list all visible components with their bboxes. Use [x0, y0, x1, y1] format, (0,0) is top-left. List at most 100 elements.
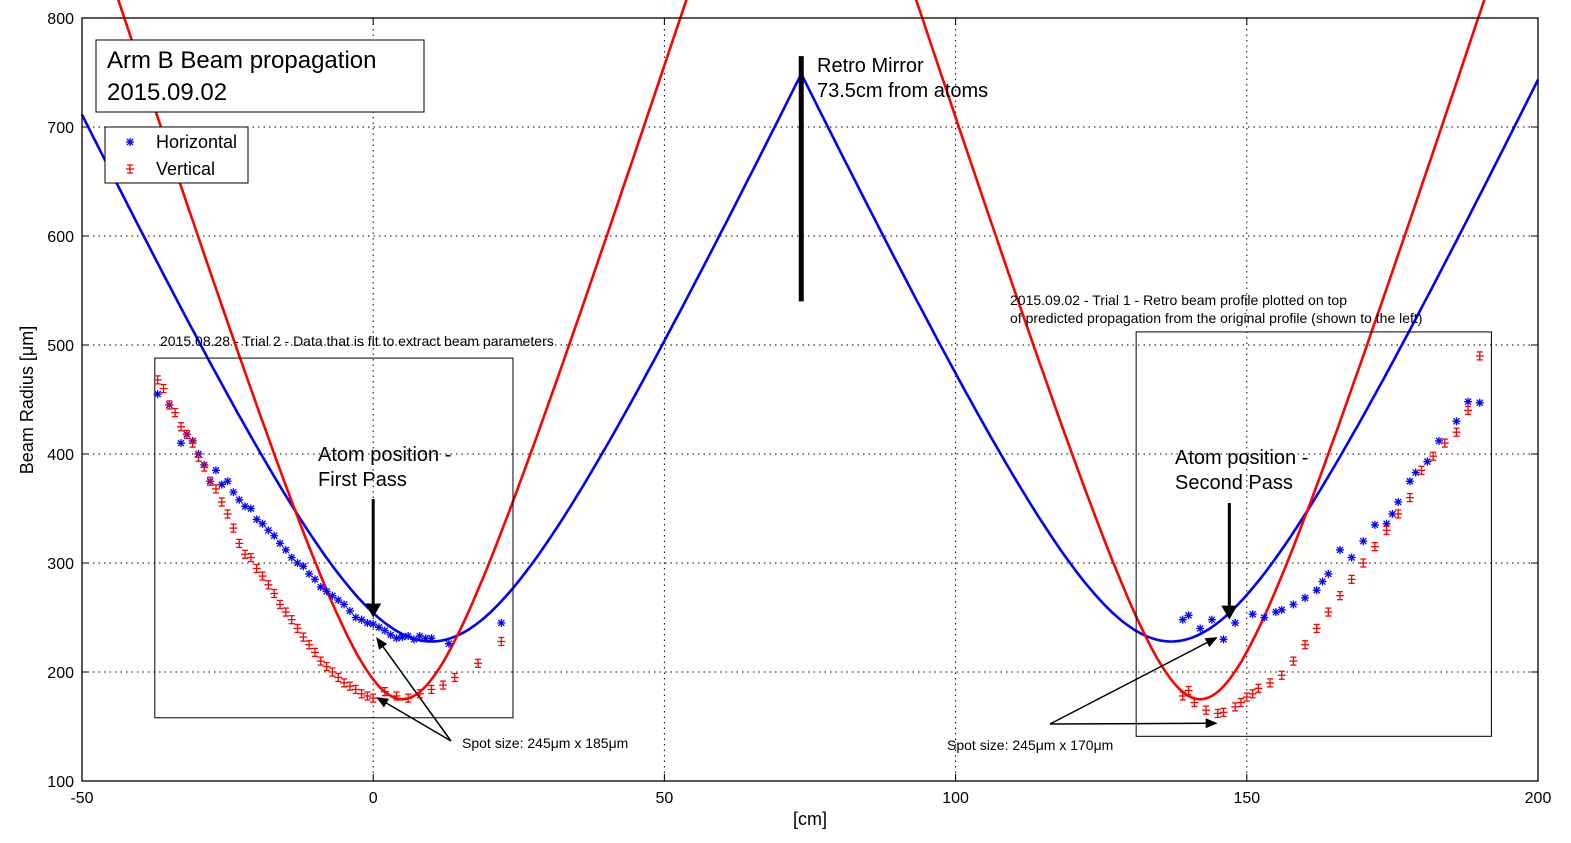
data-point-horizontal — [340, 600, 349, 609]
data-point-vertical — [1178, 691, 1187, 701]
legend-horizontal-marker — [126, 138, 134, 146]
mirror-label-line-1: Retro Mirror — [817, 55, 924, 77]
atom-first-label-line-1: Atom position - — [318, 444, 451, 466]
x-tick-label: 100 — [942, 790, 969, 807]
atom-second-label-line-2: Second Pass — [1175, 472, 1293, 494]
data-point-horizontal — [1359, 537, 1368, 546]
x-tick-label: 0 — [369, 790, 378, 807]
data-point-horizontal — [444, 639, 453, 648]
data-point-vertical — [1289, 656, 1298, 666]
data-point-horizontal — [375, 623, 384, 632]
data-point-vertical — [439, 680, 448, 690]
data-point-vertical — [1277, 670, 1286, 680]
data-point-vertical — [357, 689, 366, 699]
data-point-horizontal — [316, 582, 325, 591]
data-point-vertical — [310, 647, 319, 658]
data-point-vertical — [194, 452, 203, 462]
data-point-horizontal — [258, 519, 267, 528]
trial1-note-line-2: of predicted propagation from the origin… — [1010, 310, 1422, 326]
data-point-horizontal — [1475, 398, 1484, 407]
data-point-horizontal — [1318, 577, 1327, 586]
data-point-vertical — [1429, 451, 1438, 461]
data-point-vertical — [474, 658, 483, 668]
data-point-horizontal — [287, 553, 296, 562]
data-point-horizontal — [293, 559, 302, 567]
data-point-vertical — [177, 422, 186, 432]
data-point-horizontal — [217, 480, 226, 489]
data-point-vertical — [497, 636, 506, 647]
data-point-vertical — [200, 462, 209, 472]
data-point-horizontal — [1248, 610, 1257, 619]
data-point-horizontal — [305, 569, 314, 578]
model-curve-horizontal — [80, 70, 1540, 643]
data-point-vertical — [1359, 558, 1368, 568]
y-tick-label: 200 — [47, 665, 74, 682]
data-point-horizontal — [398, 633, 407, 642]
legend-horizontal-label: Horizontal — [156, 132, 237, 152]
data-point-vertical — [1248, 689, 1257, 699]
data-point-horizontal — [380, 626, 389, 635]
atom-first-pass-arrow — [365, 499, 382, 618]
y-tick-label: 100 — [47, 774, 74, 791]
x-tick-label: 150 — [1233, 790, 1260, 807]
legend: Horizontal Vertical — [104, 126, 249, 184]
data-point-vertical — [258, 571, 267, 581]
data-point-vertical — [1382, 525, 1391, 535]
data-point-vertical — [392, 691, 401, 701]
data-point-vertical — [1464, 405, 1473, 416]
x-tick-label: 200 — [1525, 790, 1552, 807]
data-point-horizontal — [1260, 613, 1269, 622]
y-tick-label: 600 — [47, 229, 74, 246]
data-point-vertical — [1219, 707, 1228, 717]
data-point-vertical — [229, 523, 238, 533]
data-point-vertical — [334, 672, 343, 683]
data-point-horizontal — [404, 632, 413, 641]
data-point-vertical — [340, 678, 349, 688]
data-point-horizontal — [345, 606, 354, 615]
data-point-vertical — [1184, 685, 1193, 696]
data-point-horizontal — [1289, 600, 1298, 609]
data-point-vertical — [1417, 465, 1426, 476]
spot-second-arrow-horizontal — [1049, 637, 1218, 725]
data-point-vertical — [1312, 623, 1321, 634]
data-point-horizontal — [1231, 618, 1240, 627]
data-point-vertical — [293, 623, 302, 634]
data-point-vertical — [188, 438, 197, 448]
data-point-vertical — [165, 400, 174, 410]
data-point-vertical — [171, 407, 180, 418]
data-point-horizontal — [1335, 545, 1344, 554]
data-point-horizontal — [1219, 635, 1228, 644]
data-point-vertical — [1213, 708, 1222, 719]
trial1-note-line-1: 2015.09.02 - Trial 1 - Retro beam profil… — [1010, 292, 1347, 308]
data-point-horizontal — [1370, 520, 1379, 529]
legend-marker-vertical — [126, 164, 134, 174]
data-point-horizontal — [229, 488, 238, 497]
data-point-horizontal — [1405, 477, 1414, 486]
data-point-horizontal — [1312, 586, 1321, 595]
grid-lines — [82, 18, 1538, 781]
data-point-vertical — [159, 383, 168, 394]
data-point-vertical — [427, 684, 436, 695]
data-point-vertical — [1254, 683, 1263, 693]
spot-second-arrow-vertical — [1049, 718, 1218, 729]
data-point-horizontal — [334, 596, 343, 605]
y-tick-label: 500 — [47, 338, 74, 355]
data-point-vertical — [415, 689, 424, 699]
data-point-horizontal — [1196, 624, 1205, 633]
data-point-vertical — [1347, 574, 1356, 584]
y-tick-label: 400 — [47, 447, 74, 464]
data-point-vertical — [241, 549, 250, 559]
data-point-horizontal — [1184, 611, 1193, 620]
data-point-vertical — [1394, 509, 1403, 519]
data-point-horizontal — [322, 587, 331, 596]
data-point-horizontal — [264, 526, 273, 535]
data-point-horizontal — [1207, 615, 1216, 624]
data-point-horizontal — [427, 634, 436, 643]
data-point-vertical — [1202, 705, 1211, 715]
data-points — [153, 351, 1484, 719]
first-pass-data-box — [154, 357, 514, 719]
data-point-horizontal — [1423, 457, 1432, 466]
data-point-vertical — [322, 661, 331, 672]
legend-vertical-label: Vertical — [156, 159, 215, 179]
data-point-vertical — [252, 563, 261, 574]
